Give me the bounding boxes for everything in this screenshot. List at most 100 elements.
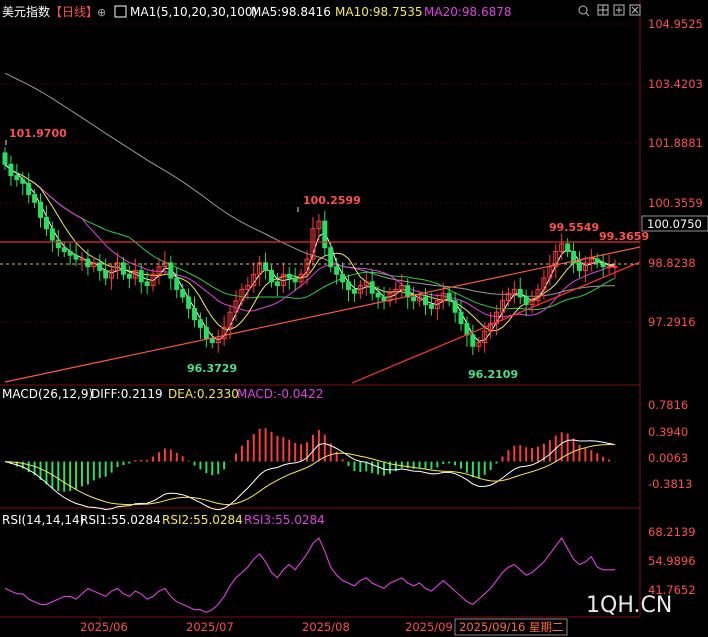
rsi-tick: 68.2139	[648, 525, 696, 539]
candle-body	[180, 288, 186, 298]
trend-line-steep	[351, 261, 641, 384]
candle-body	[488, 323, 494, 332]
candle-body	[20, 178, 26, 184]
candle-body	[606, 266, 612, 269]
price-grid	[0, 23, 640, 323]
window-controls[interactable]	[578, 4, 641, 17]
ma20-value: MA20:98.6878	[424, 5, 512, 19]
add-icon[interactable]	[613, 4, 625, 16]
candle-body	[269, 269, 275, 283]
candle-body	[363, 281, 369, 287]
x-label: 2025/09	[405, 620, 453, 634]
candle-body	[156, 266, 162, 275]
candle-body	[369, 281, 375, 294]
candlesticks	[2, 147, 618, 356]
high-label-3: 99.5549	[549, 221, 599, 234]
candle-body	[428, 304, 434, 309]
candle-body	[517, 288, 523, 298]
candle-body	[345, 281, 351, 290]
macd-axis: 0.7816 0.3940 0.0063 -0.3813	[648, 398, 692, 491]
price-axis: 104.9525 103.4203 101.8881 100.3559 100.…	[641, 17, 708, 329]
price-annotations: 101.9700 100.2599 99.5549 99.3659 96.372…	[5, 127, 649, 381]
candle-body	[286, 273, 292, 279]
candle-body	[411, 296, 417, 302]
candle-body	[304, 258, 310, 275]
candle-body	[553, 251, 559, 268]
candle-body	[8, 163, 14, 177]
candle-body	[239, 288, 245, 302]
candle-body	[381, 296, 387, 302]
period-label: 【日线】	[50, 5, 98, 19]
candle-body	[452, 300, 458, 313]
candle-body	[594, 258, 600, 264]
candle-body	[482, 330, 488, 343]
candle-body	[310, 228, 316, 260]
macd-dea: DEA:0.2330	[168, 387, 239, 401]
macd-diff: DIFF:0.2119	[91, 387, 163, 401]
watermark: 1QH.CN	[586, 593, 672, 618]
candle-body	[197, 319, 203, 328]
search-icon[interactable]	[578, 5, 590, 17]
candle-body	[494, 311, 500, 325]
ma100-line	[4, 72, 615, 297]
candle-body	[470, 334, 476, 347]
candle-body	[316, 220, 322, 230]
candle-body	[150, 273, 156, 287]
close-icon[interactable]	[629, 4, 641, 16]
x-label: 2025/08	[302, 620, 350, 634]
candle-body	[523, 296, 529, 306]
candle-body	[251, 273, 257, 287]
candle-body	[263, 262, 269, 271]
grid-icon[interactable]	[597, 4, 609, 16]
macd-diff-line	[4, 439, 616, 511]
candle-body	[32, 194, 38, 203]
candle-body	[49, 228, 55, 241]
candle-body	[440, 292, 446, 302]
checkbox-icon	[114, 5, 127, 18]
candle-body	[43, 216, 49, 230]
candle-body	[434, 300, 440, 309]
instrument-title: 美元指数	[2, 4, 50, 19]
candle-body	[292, 277, 298, 283]
candle-body	[499, 300, 505, 313]
candle-body	[55, 239, 61, 249]
macd-label: MACD(26,12,9)	[2, 387, 93, 401]
candle-body	[387, 292, 393, 302]
candle-body	[144, 281, 150, 287]
candle-body	[351, 288, 357, 294]
candle-body	[85, 258, 91, 268]
candle-body	[340, 273, 346, 283]
candle-body	[559, 243, 565, 253]
ma10-line	[4, 163, 616, 332]
candle-body	[203, 326, 209, 340]
candle-body	[298, 273, 304, 283]
candle-body	[405, 285, 411, 298]
rsi-axis: 68.2139 54.9896 41.7652	[648, 525, 696, 597]
candle-body	[505, 292, 511, 302]
candle-body	[576, 262, 582, 271]
candle-body	[120, 262, 126, 275]
candle-body	[109, 269, 115, 279]
price-tick: 103.4203	[648, 77, 703, 91]
price-tick: 100.3559	[648, 196, 703, 210]
low-label-1: 96.3729	[187, 362, 237, 375]
candle-body	[103, 269, 109, 279]
candle-body	[115, 262, 121, 271]
candle-body	[215, 338, 221, 344]
ma5-value: MA5:98.8416	[251, 5, 331, 19]
candle-body	[334, 266, 340, 275]
macd-tick: 0.7816	[648, 398, 688, 412]
candle-body	[274, 281, 280, 287]
ref-price-label: 100.0750	[647, 217, 702, 231]
candle-body	[588, 258, 594, 264]
macd-tick: 0.3940	[648, 425, 688, 439]
macd-value: MACD:-0.0422	[237, 387, 323, 401]
candle-body	[535, 288, 541, 302]
macd-tick: -0.3813	[648, 477, 692, 491]
candle-body	[464, 323, 470, 336]
candle-body	[257, 262, 263, 275]
low-label-2: 96.2109	[468, 368, 518, 381]
high-label-2: 100.2599	[303, 194, 361, 207]
candle-body	[168, 262, 174, 279]
